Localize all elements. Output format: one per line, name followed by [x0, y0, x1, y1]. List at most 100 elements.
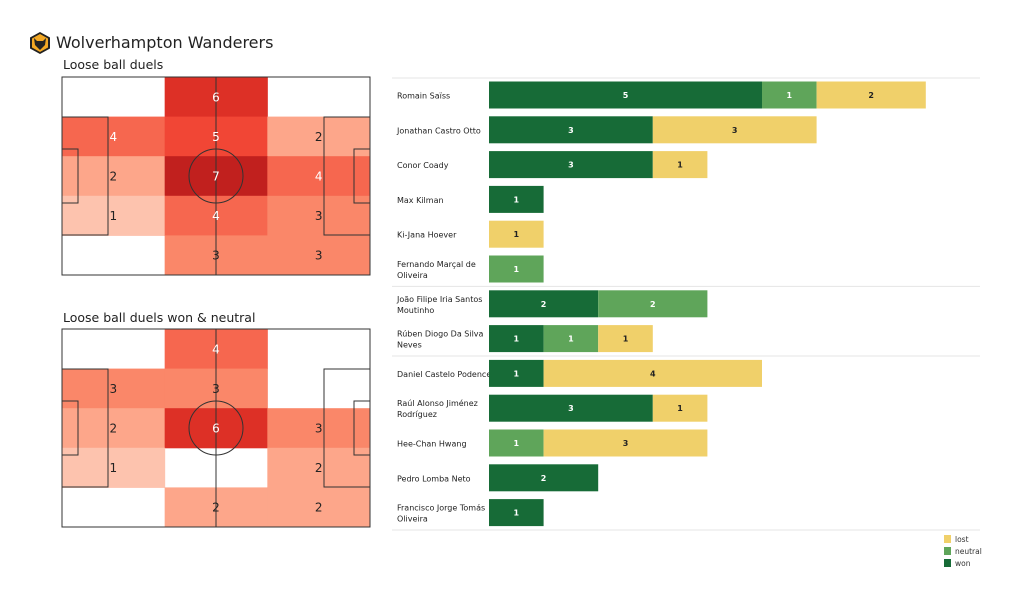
bar-segment-won [489, 151, 653, 179]
heatmap-cell-label: 2 [212, 501, 220, 515]
team-title: Wolverhampton Wanderers [56, 33, 274, 52]
bar-value-label: 1 [677, 404, 683, 413]
bar-segment-won [489, 290, 599, 318]
bar-segment-lost [598, 325, 653, 353]
heatmap-cell-label: 3 [110, 382, 118, 396]
heatmap-cell-label: 3 [212, 249, 220, 263]
player-label: Conor Coady [397, 161, 449, 170]
right-six-yard-box [353, 148, 371, 204]
wolves-crest-icon [30, 32, 50, 54]
player-label: Fernando Marçal de [397, 260, 476, 269]
bar-segment-won [489, 116, 653, 144]
player-label: Romain Saïss [397, 92, 450, 101]
heatmap-cell [267, 408, 371, 449]
bar-value-label: 1 [514, 195, 520, 204]
bar-value-label: 2 [650, 300, 656, 309]
bar-segment-lost [652, 116, 817, 144]
heatmap-cell-label: 4 [212, 209, 220, 223]
bar-segment-won [489, 394, 653, 422]
player-label: Hee-Chan Hwang [397, 440, 467, 449]
bar-segment-lost [543, 359, 762, 387]
legend-label-neutral: neutral [955, 547, 982, 556]
bar-value-label: 1 [514, 509, 520, 518]
heatmap-cell-label: 2 [315, 461, 323, 475]
bar-value-label: 3 [732, 126, 738, 135]
heatmap-cell-label: 3 [212, 382, 220, 396]
bar-segment-lost [652, 394, 708, 422]
heatmap-cell-label: 5 [212, 130, 220, 144]
center-circle [188, 400, 244, 456]
legend-label-lost: lost [955, 535, 969, 544]
bar-value-label: 1 [677, 161, 683, 170]
player-label: Rúben Diogo Da Silva [397, 330, 484, 339]
heatmap-loose-ball-duels: 6 4 5 2 2 7 4 1 4 3 3 3 [61, 76, 371, 276]
bar-segment-neutral [543, 325, 599, 353]
legend-swatch-lost [944, 535, 951, 543]
heatmap-cell-label: 2 [110, 170, 118, 184]
bar-segment-won [489, 325, 544, 353]
legend-swatch-neutral [944, 547, 951, 555]
bar-value-label: 2 [541, 300, 547, 309]
legend-swatch-won [944, 559, 951, 567]
player-label: Neves [397, 341, 422, 350]
heatmap-cell [62, 156, 166, 197]
bar-segment-won [489, 81, 762, 109]
bar-value-label: 5 [623, 91, 629, 100]
bar-segment-neutral [489, 255, 544, 283]
heatmap-cell [267, 487, 371, 528]
heatmap-cell [62, 116, 166, 157]
bar-segment-neutral [762, 81, 817, 109]
bar-value-label: 2 [868, 91, 874, 100]
bar-value-label: 3 [568, 404, 574, 413]
heatmap-cell-label: 3 [315, 249, 323, 263]
bar-segment-won [489, 359, 544, 387]
left-six-yard-box [61, 148, 79, 204]
bar-segment-neutral [489, 429, 544, 457]
heatmap-cell-label: 2 [110, 422, 118, 436]
bar-segment-won [489, 185, 544, 213]
bar-value-label: 1 [514, 265, 520, 274]
heatmap-cell [62, 447, 166, 488]
heatmap-cell-label: 1 [110, 461, 118, 475]
heatmap-cell-label: 1 [110, 209, 118, 223]
bar-value-label: 1 [514, 369, 520, 378]
player-label: Oliveira [397, 271, 428, 280]
heatmap-loose-ball-duels-won-neutral: 4 3 3 2 6 3 1 2 2 2 [61, 328, 371, 528]
player-label: Daniel Castelo Podence [397, 370, 491, 379]
heatmap-cell-label: 3 [315, 209, 323, 223]
heatmap-cell [267, 235, 371, 276]
heatmap-cell [267, 195, 371, 236]
bar-value-label: 2 [541, 474, 547, 483]
heatmap-cell-label: 7 [212, 170, 220, 184]
player-label: Jonathan Castro Otto [396, 126, 481, 135]
bar-value-label: 1 [514, 335, 520, 344]
bar-value-label: 1 [514, 439, 520, 448]
bar-segment-lost [543, 429, 708, 457]
heatmap-cell [62, 195, 166, 236]
heatmap-title-won-neutral: Loose ball duels won & neutral [63, 310, 256, 325]
player-label: Rodríguez [397, 410, 437, 419]
bar-segment-neutral [598, 290, 708, 318]
legend-label-won: won [955, 559, 971, 568]
player-label: Raúl Alonso Jiménez [397, 398, 478, 408]
player-label: Francisco Jorge Tomás [397, 504, 485, 513]
heatmap-cell-label: 3 [315, 422, 323, 436]
player-label: João Filipe Iria Santos [396, 295, 482, 304]
right-six-yard-box [353, 400, 371, 456]
heatmap-cell-label: 4 [212, 342, 220, 356]
heatmap-cell [267, 116, 371, 157]
heatmap-title-all: Loose ball duels [63, 57, 164, 72]
heatmap-cell [62, 368, 166, 409]
heatmap-cell-label: 4 [315, 170, 323, 184]
bar-value-label: 1 [514, 230, 520, 239]
bar-segment-lost [489, 220, 544, 248]
heatmap-cell-label: 2 [315, 130, 323, 144]
left-six-yard-box [61, 400, 79, 456]
bar-segment-won [489, 464, 599, 492]
heatmap-cell-label: 4 [110, 130, 118, 144]
bar-value-label: 3 [568, 126, 574, 135]
bar-value-label: 3 [623, 439, 629, 448]
player-label: Oliveira [397, 515, 428, 524]
player-label: Moutinho [397, 306, 434, 315]
